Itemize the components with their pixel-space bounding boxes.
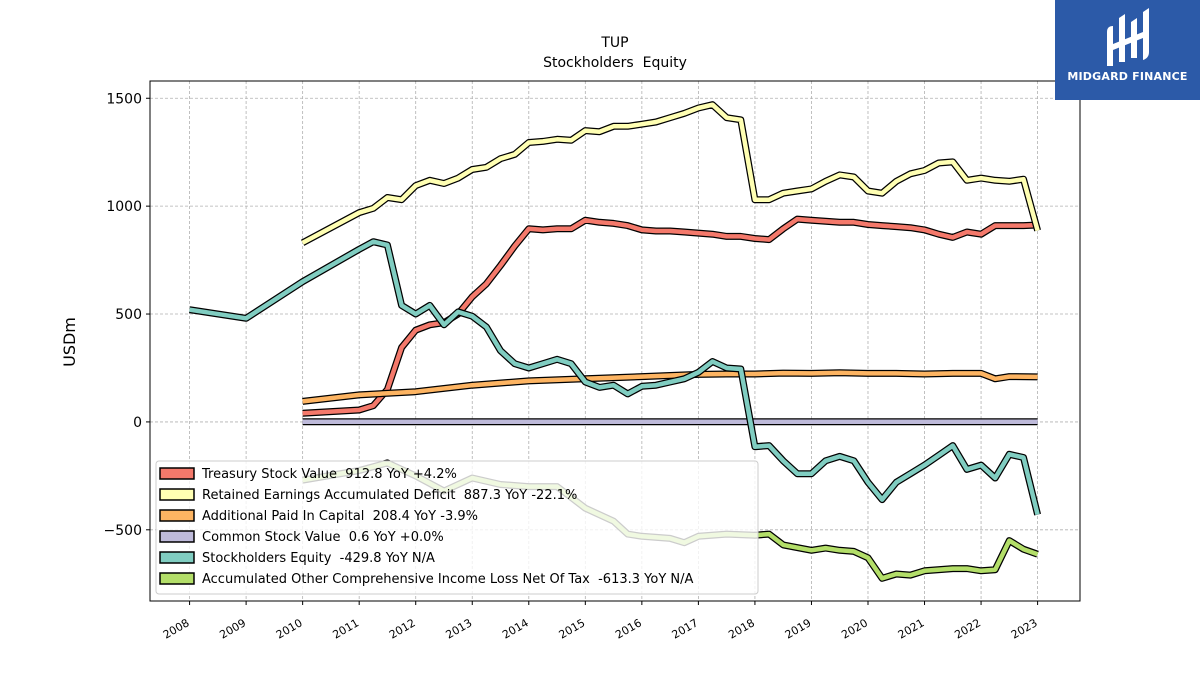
y-axis: −500 0 500 1000 1500 [104, 91, 150, 539]
brand-logo: MIDGARD FINANCE [1055, 0, 1200, 100]
legend-box [155, 460, 759, 595]
y-tick-label: 1000 [106, 199, 142, 215]
series-line-stockholders-equity [189, 239, 1040, 516]
legend-swatch [159, 509, 195, 522]
series-line-retained-earnings-accumulated-deficit [301, 102, 1040, 245]
x-tick-label: 2010 [274, 616, 305, 641]
legend-swatch [159, 572, 195, 585]
legend-swatch [159, 530, 195, 543]
plot-frame [149, 80, 1081, 602]
y-tick-label: 0 [133, 415, 142, 431]
x-tick-label: 2020 [839, 616, 870, 641]
y-tick-label: 1500 [106, 91, 142, 107]
x-tick-label: 2016 [613, 616, 644, 641]
x-tick-label: 2008 [161, 616, 192, 641]
chart-subtitle: Stockholders Equity [543, 55, 687, 71]
legend-label: Accumulated Other Comprehensive Income L… [202, 572, 693, 587]
midgard-logo-icon [1107, 8, 1149, 66]
x-tick-label: 2019 [783, 616, 814, 641]
x-tick-label: 2011 [330, 616, 361, 641]
legend-label: Treasury Stock Value 912.8 YoY +4.2% [201, 467, 457, 482]
x-tick-label: 2017 [670, 616, 701, 641]
x-axis: 2008 2009 2010 2011 2012 2013 2014 2015 2016 2017… [161, 601, 1040, 642]
y-tick-label: −500 [104, 523, 142, 539]
chart-title: TUP [600, 35, 628, 51]
x-tick-label: 2023 [1009, 616, 1040, 641]
legend-swatch [159, 467, 195, 480]
series-line-additional-paid-in-capital [302, 370, 1038, 404]
legend-label: Common Stock Value 0.6 YoY +0.0% [202, 530, 444, 545]
brand-name: MIDGARD FINANCE [1067, 70, 1188, 83]
x-tick-label: 2021 [896, 616, 927, 641]
x-tick-label: 2022 [952, 616, 983, 641]
series-outline-retained-earnings-accumulated-deficit [300, 101, 1041, 246]
x-tick-label: 2018 [726, 616, 757, 641]
x-tick-label: 2014 [500, 616, 531, 641]
legend: Treasury Stock Value 912.8 YoY +4.2% Reta… [155, 460, 759, 595]
legend-label: Stockholders Equity -429.8 YoY N/A [202, 551, 435, 566]
y-axis-label: USDm [60, 317, 79, 367]
legend-swatch [159, 551, 195, 564]
x-tick-label: 2013 [444, 616, 475, 641]
x-tick-label: 2015 [557, 616, 588, 641]
series-lines [189, 101, 1041, 582]
x-tick-label: 2009 [217, 616, 248, 641]
x-tick-label: 2012 [387, 616, 418, 641]
y-tick-label: 500 [115, 307, 142, 323]
legend-label: Retained Earnings Accumulated Deficit 88… [202, 488, 577, 503]
legend-swatch [159, 488, 195, 501]
legend-label: Additional Paid In Capital 208.4 YoY -3.… [202, 509, 478, 524]
